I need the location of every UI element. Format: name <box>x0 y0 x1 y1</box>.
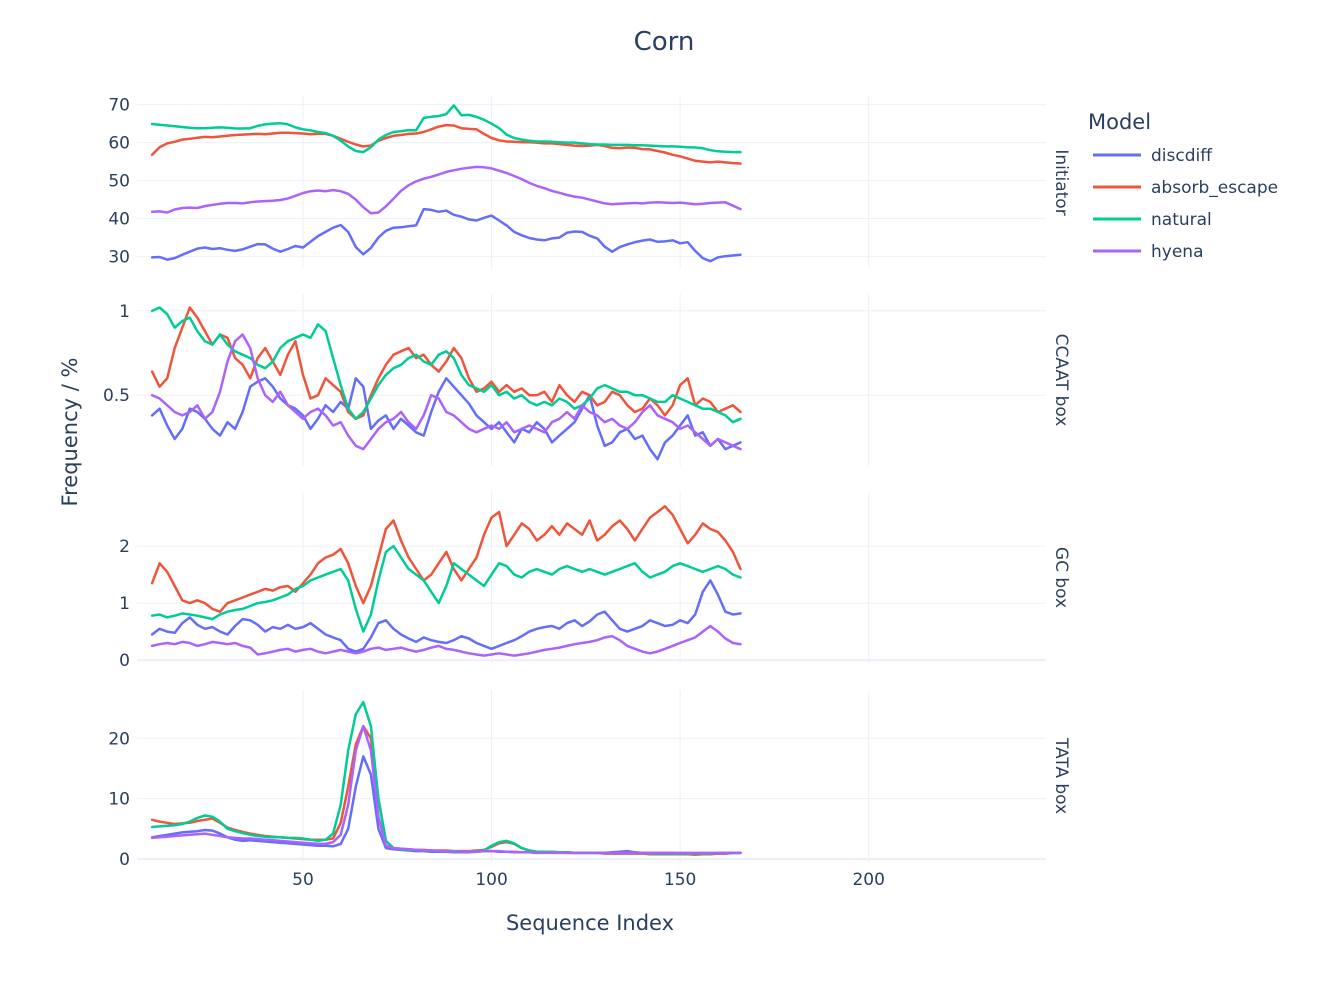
series-line-absorb_escape <box>150 123 742 165</box>
chart-title: Corn <box>634 27 695 57</box>
series-line-hyena <box>150 724 742 855</box>
facet-label: GC box <box>1051 547 1071 608</box>
y-tick-label: 1 <box>119 594 130 614</box>
y-tick-label: 0 <box>119 850 130 870</box>
facet-label: CCAAT box <box>1051 334 1071 427</box>
series-line-discdiff <box>150 207 742 263</box>
legend-title: Model <box>1088 110 1151 134</box>
y-tick-label: 2 <box>119 537 130 557</box>
series-line-absorb_escape <box>150 505 742 613</box>
series-line-hyena <box>150 165 742 215</box>
x-tick-label: 200 <box>852 870 884 890</box>
series-line-absorb_escape <box>150 724 742 857</box>
y-tick-label: 10 <box>108 790 130 810</box>
legend-label-discdiff[interactable]: discdiff <box>1151 146 1213 166</box>
series-line-absorb_escape <box>150 306 742 421</box>
series-line-hyena <box>150 333 742 451</box>
series-line-hyena <box>150 624 742 657</box>
series-line-discdiff <box>150 377 742 461</box>
y-tick-label: 60 <box>108 134 130 154</box>
series-line-natural <box>150 544 742 633</box>
y-tick-label: 20 <box>108 729 130 749</box>
x-axis: 50 100 150 200 <box>292 870 885 890</box>
y-tick-label: 0 <box>119 651 130 671</box>
legend-label-hyena[interactable]: hyena <box>1151 242 1204 262</box>
legend-label-absorb_escape[interactable]: absorb_escape <box>1151 178 1278 198</box>
y-tick-label: 1 <box>119 302 130 322</box>
x-tick-label: 100 <box>475 870 507 890</box>
series-line-natural <box>150 306 742 424</box>
panels: 30 40 50 60 70 Initiator 0.5 1 CCAAT box 0 1 2 GC bo… <box>103 96 1071 890</box>
y-tick-label: 40 <box>108 210 130 230</box>
panel-initiator: 30 40 50 60 70 Initiator <box>108 96 1071 268</box>
y-tick-label: 0.5 <box>103 386 130 406</box>
facet-label: TATA box <box>1051 737 1071 814</box>
facet-label: Initiator <box>1051 149 1071 215</box>
x-tick-label: 150 <box>664 870 696 890</box>
y-tick-label: 70 <box>108 96 130 116</box>
x-axis-title: Sequence Index <box>506 911 674 935</box>
legend-label-natural[interactable]: natural <box>1151 210 1212 230</box>
panel-gc-box: 0 1 2 GC box <box>119 492 1071 671</box>
series-line-natural <box>150 104 742 154</box>
y-tick-label: 30 <box>108 248 130 268</box>
panel-tata-box: 0 10 20 TATA box <box>108 690 1071 870</box>
y-axis-title: Frequency / % <box>58 358 82 507</box>
y-tick-label: 50 <box>108 172 130 192</box>
panel-ccaat-box: 0.5 1 CCAAT box <box>103 294 1071 466</box>
series-line-discdiff <box>150 579 742 653</box>
x-tick-label: 50 <box>292 870 314 890</box>
